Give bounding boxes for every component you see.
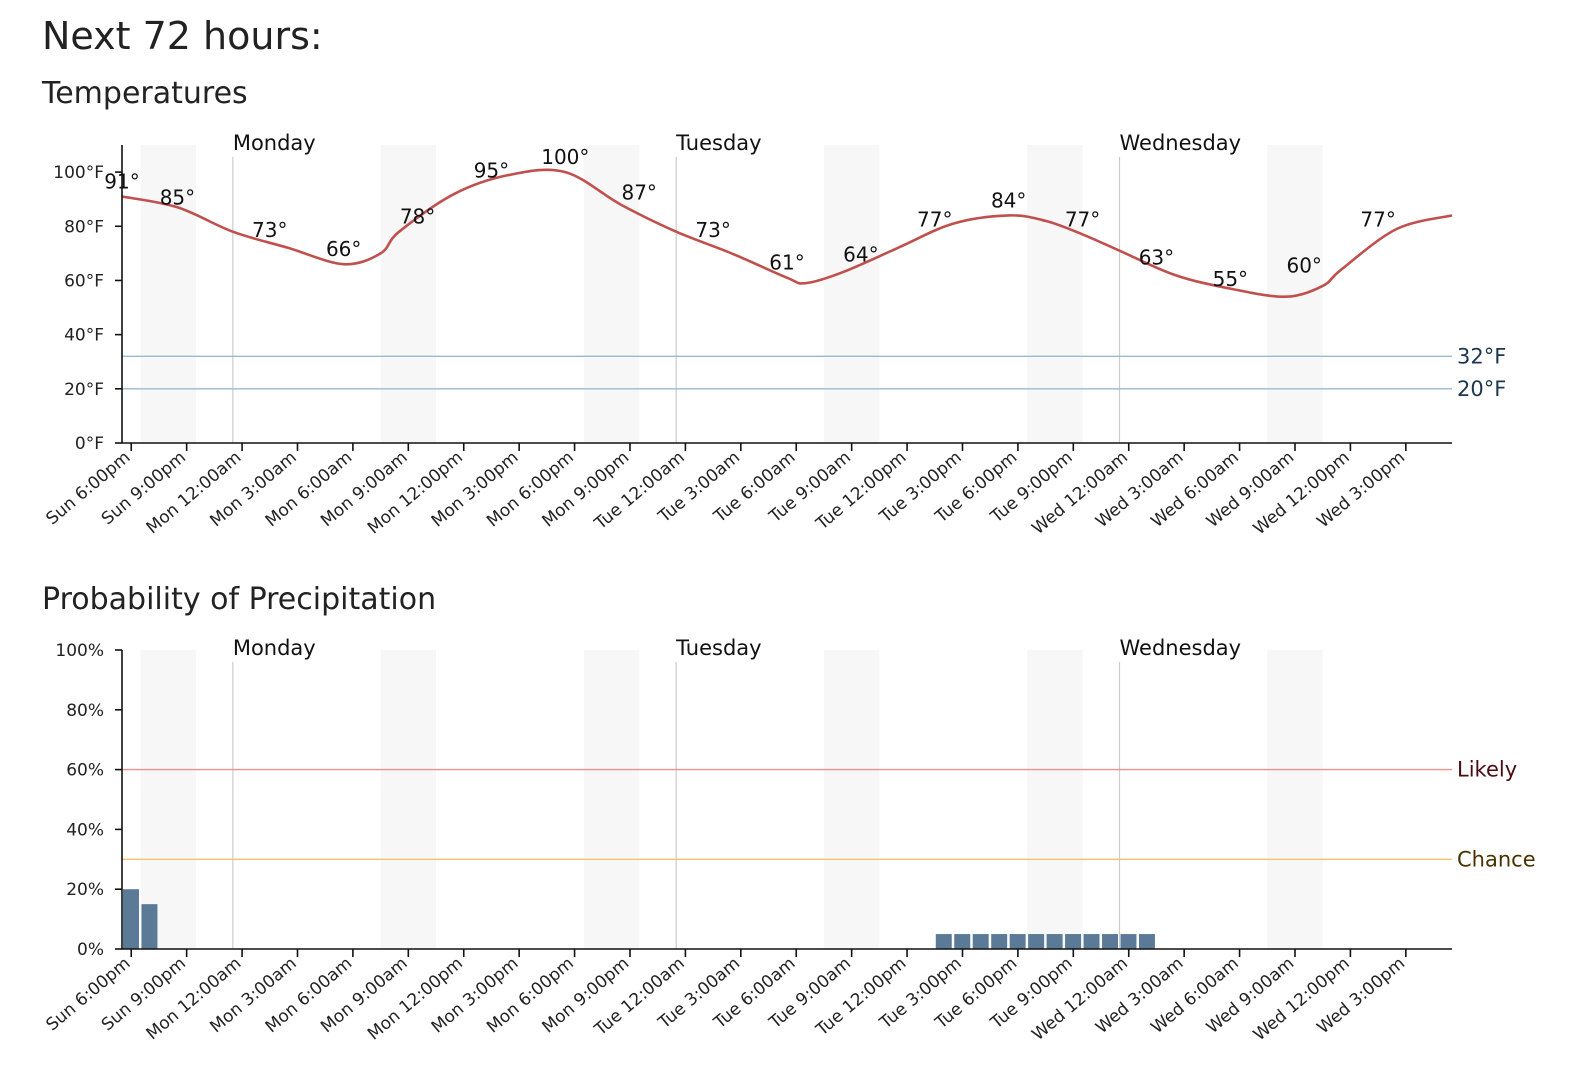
y-tick-label: 0% xyxy=(77,940,104,960)
y-tick-label: 80% xyxy=(66,701,104,721)
temperature-value-label: 78° xyxy=(400,205,435,229)
night-band xyxy=(1027,650,1083,949)
temperature-value-label: 85° xyxy=(160,186,195,210)
precipitation-bar xyxy=(123,889,139,949)
page-title: Next 72 hours: xyxy=(42,14,323,58)
precipitation-bar xyxy=(972,934,989,949)
x-tick-label: Mon 12:00am xyxy=(143,954,246,1045)
precipitation-bar xyxy=(1065,934,1082,949)
x-tick-label: Wed 12:00pm xyxy=(1250,448,1354,540)
night-band xyxy=(1267,145,1323,443)
y-tick-label: 20°F xyxy=(64,380,104,400)
precipitation-bar xyxy=(991,934,1008,949)
precipitation-bar xyxy=(1046,934,1063,949)
precipitation-chart: Monday Tuesday Wednesday Likely Chance 0% 20% 4… xyxy=(42,636,1536,1046)
night-band xyxy=(140,650,196,949)
day-label: Monday xyxy=(233,131,316,155)
temperature-value-label: 77° xyxy=(1065,207,1100,231)
x-tick-label: Mon 12:00pm xyxy=(364,954,467,1045)
y-tick-label: 0°F xyxy=(75,434,104,454)
day-label: Wednesday xyxy=(1120,636,1242,660)
temperature-value-label: 64° xyxy=(843,243,878,267)
day-label: Tuesday xyxy=(675,131,761,155)
night-band xyxy=(1267,650,1323,949)
y-tick-label: 60°F xyxy=(64,271,104,291)
x-tick-label: Wed 12:00pm xyxy=(1250,954,1354,1046)
temperature-value-label: 61° xyxy=(769,251,804,275)
night-band xyxy=(380,650,437,949)
precipitation-bar xyxy=(141,904,158,949)
precipitation-bar xyxy=(954,934,971,949)
night-band xyxy=(823,145,880,443)
day-label: Tuesday xyxy=(675,636,761,660)
night-band xyxy=(583,145,640,443)
temperature-value-label: 73° xyxy=(252,218,287,242)
temperature-value-label: 95° xyxy=(474,159,509,183)
temperatures-title: Temperatures xyxy=(42,76,248,111)
night-band xyxy=(140,145,196,443)
precipitation-bar xyxy=(935,934,952,949)
night-band xyxy=(1027,145,1083,443)
temperature-value-label: 84° xyxy=(991,188,1026,212)
day-label: Monday xyxy=(233,636,316,660)
y-tick-label: 60% xyxy=(66,761,104,781)
y-tick-label: 40% xyxy=(66,820,104,840)
precipitation-bar xyxy=(1138,934,1155,949)
precipitation-bar xyxy=(1120,934,1137,949)
threshold-label: Chance xyxy=(1457,847,1536,871)
precipitation-title: Probability of Precipitation xyxy=(42,582,437,617)
threshold-label: 32°F xyxy=(1457,344,1506,368)
temperature-value-label: 100° xyxy=(541,145,589,169)
precipitation-bar xyxy=(1028,934,1045,949)
night-band xyxy=(583,650,640,949)
y-tick-label: 100% xyxy=(55,641,104,661)
temperature-value-label: 66° xyxy=(326,237,361,261)
night-band xyxy=(380,145,437,443)
x-tick-label: Wed 12:00am xyxy=(1028,448,1132,539)
temperature-value-label: 60° xyxy=(1286,253,1321,277)
y-tick-label: 100°F xyxy=(53,163,104,183)
x-tick-label: Mon 12:00am xyxy=(143,448,246,539)
temperature-chart: Monday Tuesday Wednesday32°F20°F91°85°73°6… xyxy=(42,131,1506,540)
night-band xyxy=(823,650,880,949)
temperature-value-label: 55° xyxy=(1213,267,1248,291)
temperature-value-label: 87° xyxy=(621,180,656,204)
temperature-value-label: 77° xyxy=(917,207,952,231)
x-tick-label: Wed 12:00am xyxy=(1028,954,1132,1045)
temperature-line xyxy=(121,168,1453,299)
precipitation-bar xyxy=(1083,934,1100,949)
threshold-label: Likely xyxy=(1457,758,1517,782)
temperature-value-label: 73° xyxy=(695,218,730,242)
threshold-label: 20°F xyxy=(1457,377,1506,401)
precipitation-bar xyxy=(1009,934,1026,949)
y-tick-label: 80°F xyxy=(64,217,104,237)
temperature-value-label: 63° xyxy=(1139,245,1174,269)
y-tick-label: 40°F xyxy=(64,326,104,346)
y-tick-label: 20% xyxy=(66,880,104,900)
precipitation-bar xyxy=(1102,934,1118,949)
temperature-value-label: 77° xyxy=(1360,207,1395,231)
x-tick-label: Mon 12:00pm xyxy=(364,448,467,539)
day-label: Wednesday xyxy=(1120,131,1242,155)
